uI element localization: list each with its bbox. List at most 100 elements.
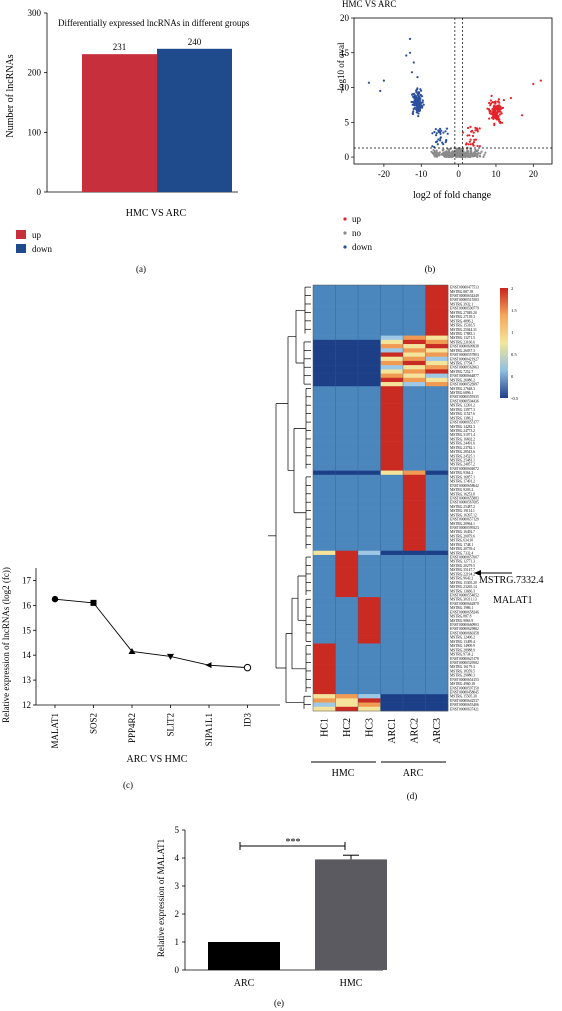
- heatmap-cell: [313, 390, 336, 395]
- heatmap-cell: [313, 580, 336, 585]
- heatmap-cell: [403, 360, 426, 366]
- panel-c-xtick-label: SLIT2: [166, 713, 176, 737]
- heatmap-cell: [335, 500, 359, 505]
- heatmap-cell: [358, 554, 381, 560]
- heatmap-cell: [425, 622, 449, 627]
- heatmap-cell: [380, 483, 404, 488]
- panel-d-column-labels: HC1 HC2 HC3 ARC1 ARC2 ARC3: [319, 718, 443, 744]
- heatmap-cell: [335, 285, 359, 290]
- heatmap-row-label: MSTRG.26086.2: [450, 378, 475, 382]
- heatmap-cell: [358, 457, 381, 463]
- heatmap-cell: [335, 702, 359, 708]
- volcano-point-down: [439, 127, 442, 130]
- heatmap-cell: [335, 407, 359, 412]
- heatmap-cell: [380, 360, 404, 366]
- panel-d-heatmap: [312, 284, 449, 712]
- heatmap-cell: [335, 466, 359, 471]
- volcano-point-down: [442, 131, 445, 134]
- heatmap-cell: [313, 681, 336, 686]
- heatmap-cell: [403, 289, 426, 294]
- heatmap-cell: [403, 348, 426, 353]
- heatmap-row-label: MSTRG.17794.7: [450, 362, 475, 366]
- heatmap-cell: [358, 635, 381, 640]
- volcano-point-up: [494, 102, 497, 105]
- heatmap-row-label: ENST00000458045: [450, 690, 479, 694]
- heatmap-cell: [425, 390, 449, 395]
- heatmap-cell: [358, 618, 381, 623]
- heatmap-cell: [335, 576, 359, 581]
- heatmap-cell: [335, 335, 359, 341]
- heatmap-cell: [358, 415, 381, 421]
- heatmap-row-label: ENST00000604072: [450, 467, 479, 471]
- volcano-point-down: [439, 132, 442, 135]
- heatmap-row-label: MSTRG.9364.2: [450, 471, 473, 475]
- heatmap-cell: [313, 293, 336, 298]
- heatmap-cell: [425, 369, 449, 374]
- volcano-point-down: [434, 128, 437, 131]
- panel-a-category-label: HMC VS ARC: [126, 208, 187, 219]
- heatmap-column-label: ARC2: [409, 718, 420, 744]
- heatmap-cell: [425, 398, 449, 404]
- heatmap-row-label: MSTRG.20739.4: [450, 547, 475, 551]
- heatmap-cell: [403, 403, 426, 408]
- heatmap-cell: [335, 352, 359, 358]
- heatmap-cell: [380, 339, 404, 345]
- panel-c-ytick-label: 13: [22, 675, 32, 685]
- heatmap-cell: [425, 656, 449, 661]
- heatmap-cell: [358, 698, 381, 703]
- panel-b-ytick-label: 15: [340, 48, 350, 58]
- heatmap-cell: [313, 689, 336, 695]
- heatmap-cell: [358, 441, 381, 446]
- heatmap-cell: [380, 542, 404, 547]
- heatmap-cell: [403, 597, 426, 602]
- heatmap-cell: [403, 428, 426, 433]
- heatmap-cell: [425, 563, 449, 568]
- heatmap-cell: [380, 293, 404, 298]
- heatmap-cell: [403, 639, 426, 644]
- heatmap-row-label: ENST00000655177: [450, 421, 479, 425]
- heatmap-row-label: MSTRG.16397.12: [450, 513, 477, 517]
- dendrogram-branch: [285, 633, 304, 703]
- heatmap-row-label: MSTRG.13666.3: [450, 589, 475, 593]
- heatmap-cell: [358, 474, 381, 480]
- heatmap-cell: [335, 512, 359, 518]
- heatmap-cell: [403, 356, 426, 362]
- heatmap-cell: [313, 588, 336, 594]
- panel-e-bar-ARC: [208, 942, 280, 970]
- heatmap-cell: [403, 306, 426, 311]
- panel-c-xtick-label: MALAT1: [50, 713, 60, 749]
- heatmap-cell: [313, 651, 336, 657]
- heatmap-cell: [425, 457, 449, 463]
- heatmap-cell: [358, 609, 381, 615]
- heatmap-cell: [335, 369, 359, 374]
- heatmap-cell: [425, 597, 449, 602]
- panel-e-bar-HMC: [315, 859, 387, 970]
- heatmap-cell: [313, 377, 336, 383]
- heatmap-cell: [358, 673, 381, 678]
- heatmap-column-label: ARC1: [387, 718, 398, 744]
- heatmap-cell: [335, 651, 359, 657]
- heatmap-cell: [335, 689, 359, 695]
- heatmap-row-label: MSTRG.26037.3: [450, 349, 475, 353]
- heatmap-cell: [335, 630, 359, 636]
- heatmap-cell: [403, 554, 426, 560]
- heatmap-cell: [403, 508, 426, 514]
- panel-b-label: (b): [425, 264, 436, 274]
- volcano-point-down: [420, 95, 424, 98]
- heatmap-cell: [358, 689, 381, 695]
- heatmap-cell: [358, 306, 381, 311]
- heatmap-cell: [335, 474, 359, 480]
- heatmap-cell: [335, 698, 359, 703]
- heatmap-cell: [313, 702, 336, 708]
- heatmap-cell: [380, 466, 404, 471]
- heatmap-cell: [358, 651, 381, 657]
- heatmap-cell: [313, 698, 336, 703]
- heatmap-cell: [403, 702, 426, 708]
- volcano-point-down: [445, 139, 448, 142]
- volcano-point-down: [415, 90, 418, 94]
- heatmap-cell: [403, 563, 426, 568]
- heatmap-cell: [425, 462, 449, 467]
- heatmap-cell: [403, 373, 426, 379]
- heatmap-cell: [403, 390, 426, 395]
- dendrogram-branch: [293, 428, 306, 514]
